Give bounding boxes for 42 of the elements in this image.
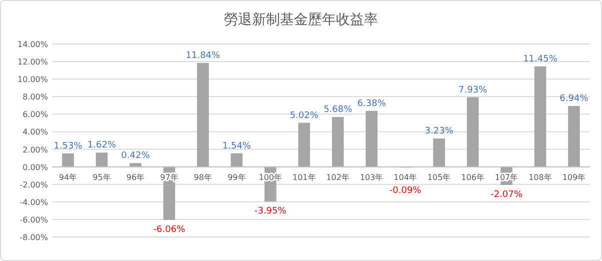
y-tick-label: 10.00%	[17, 75, 48, 84]
y-tick-label: 8.00%	[22, 92, 48, 102]
y-tick-label: 6.00%	[22, 110, 48, 120]
x-tick-label: 109年	[562, 172, 586, 182]
y-tick-label: 12.00%	[17, 58, 48, 67]
data-label: 3.23%	[424, 126, 454, 136]
x-tick-label: 94年	[58, 172, 78, 182]
data-label: 1.53%	[54, 141, 83, 152]
y-tick-label: 0.00%	[22, 162, 48, 172]
data-label: 5.68%	[324, 104, 353, 115]
data-label: 6.94%	[560, 94, 589, 104]
y-tick-label: 2.00%	[22, 145, 48, 154]
y-tick-label: 14.00%	[17, 40, 48, 49]
x-tick-label: 106年	[461, 172, 484, 182]
y-tick-label: -4.00%	[20, 198, 48, 207]
x-tick-label: 108年	[528, 172, 552, 182]
x-tick-label: 96年	[126, 172, 145, 182]
x-tick-label: 104年	[394, 172, 417, 182]
x-tick-label: 99年	[228, 172, 246, 182]
data-label: 6.38%	[357, 98, 386, 109]
data-label: 1.54%	[222, 141, 252, 152]
data-label: 5.02%	[290, 110, 319, 121]
data-label: 11.84%	[186, 50, 221, 61]
data-label: -0.09%	[389, 186, 422, 196]
chart-title: 勞退新制基金歷年收益率	[224, 12, 378, 28]
data-label: 1.62%	[87, 140, 116, 151]
x-tick-label: 105年	[427, 172, 451, 182]
x-tick-label: 98年	[194, 172, 212, 182]
data-label: -2.07%	[490, 190, 523, 200]
y-tick-label: -2.00%	[20, 180, 48, 190]
x-tick-label: 102年	[326, 172, 350, 182]
y-tick-label: -6.00%	[20, 215, 48, 224]
y-tick-label: -8.00%	[20, 233, 48, 242]
y-tick-label: 4.00%	[22, 128, 48, 137]
data-label: -3.95%	[254, 206, 287, 216]
x-tick-label: 95年	[92, 172, 111, 182]
data-label: 0.42%	[121, 151, 150, 162]
data-label: 7.93%	[458, 85, 488, 96]
x-tick-label: 103年	[360, 172, 384, 182]
data-label: 11.45%	[523, 54, 558, 64]
data-label: -6.06%	[153, 224, 186, 235]
x-tick-label: 101年	[292, 172, 316, 182]
